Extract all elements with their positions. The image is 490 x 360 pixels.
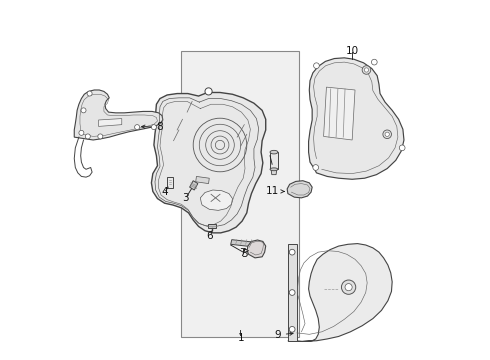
Polygon shape <box>288 244 297 341</box>
Polygon shape <box>231 240 257 247</box>
Polygon shape <box>323 87 355 140</box>
Polygon shape <box>190 181 198 190</box>
Polygon shape <box>270 152 278 169</box>
Text: 8: 8 <box>156 122 163 132</box>
Circle shape <box>79 130 84 135</box>
Circle shape <box>385 132 390 136</box>
Circle shape <box>383 130 392 139</box>
Text: 3: 3 <box>182 193 188 203</box>
Ellipse shape <box>270 150 278 154</box>
Polygon shape <box>167 177 173 188</box>
Polygon shape <box>208 224 217 228</box>
Circle shape <box>289 249 295 255</box>
Text: 1: 1 <box>238 333 245 343</box>
Circle shape <box>399 145 405 151</box>
Circle shape <box>314 63 319 68</box>
Circle shape <box>362 66 371 74</box>
Text: 4: 4 <box>161 187 168 197</box>
Circle shape <box>205 88 212 95</box>
Circle shape <box>345 284 352 291</box>
Circle shape <box>81 108 86 113</box>
Bar <box>181 51 298 337</box>
Text: 7: 7 <box>239 248 245 258</box>
Circle shape <box>85 134 90 139</box>
Text: 11: 11 <box>266 186 279 197</box>
Polygon shape <box>309 58 404 179</box>
Polygon shape <box>98 118 122 126</box>
Circle shape <box>289 327 295 332</box>
Polygon shape <box>271 169 277 175</box>
Polygon shape <box>151 93 266 233</box>
Circle shape <box>342 280 356 294</box>
Text: 2: 2 <box>270 161 277 171</box>
Circle shape <box>313 165 318 170</box>
Ellipse shape <box>270 168 278 171</box>
Circle shape <box>151 125 156 130</box>
Polygon shape <box>288 244 392 342</box>
Text: 9: 9 <box>274 330 281 341</box>
Polygon shape <box>74 90 163 140</box>
Circle shape <box>87 91 92 96</box>
Circle shape <box>364 68 368 72</box>
Circle shape <box>135 125 140 130</box>
Polygon shape <box>247 240 266 258</box>
Text: 10: 10 <box>345 46 359 56</box>
Text: 5: 5 <box>241 249 247 258</box>
Text: 6: 6 <box>206 231 213 241</box>
Circle shape <box>371 59 377 65</box>
Polygon shape <box>287 181 312 198</box>
Circle shape <box>98 134 103 139</box>
Polygon shape <box>200 190 232 210</box>
Polygon shape <box>196 176 209 184</box>
Circle shape <box>289 290 295 296</box>
